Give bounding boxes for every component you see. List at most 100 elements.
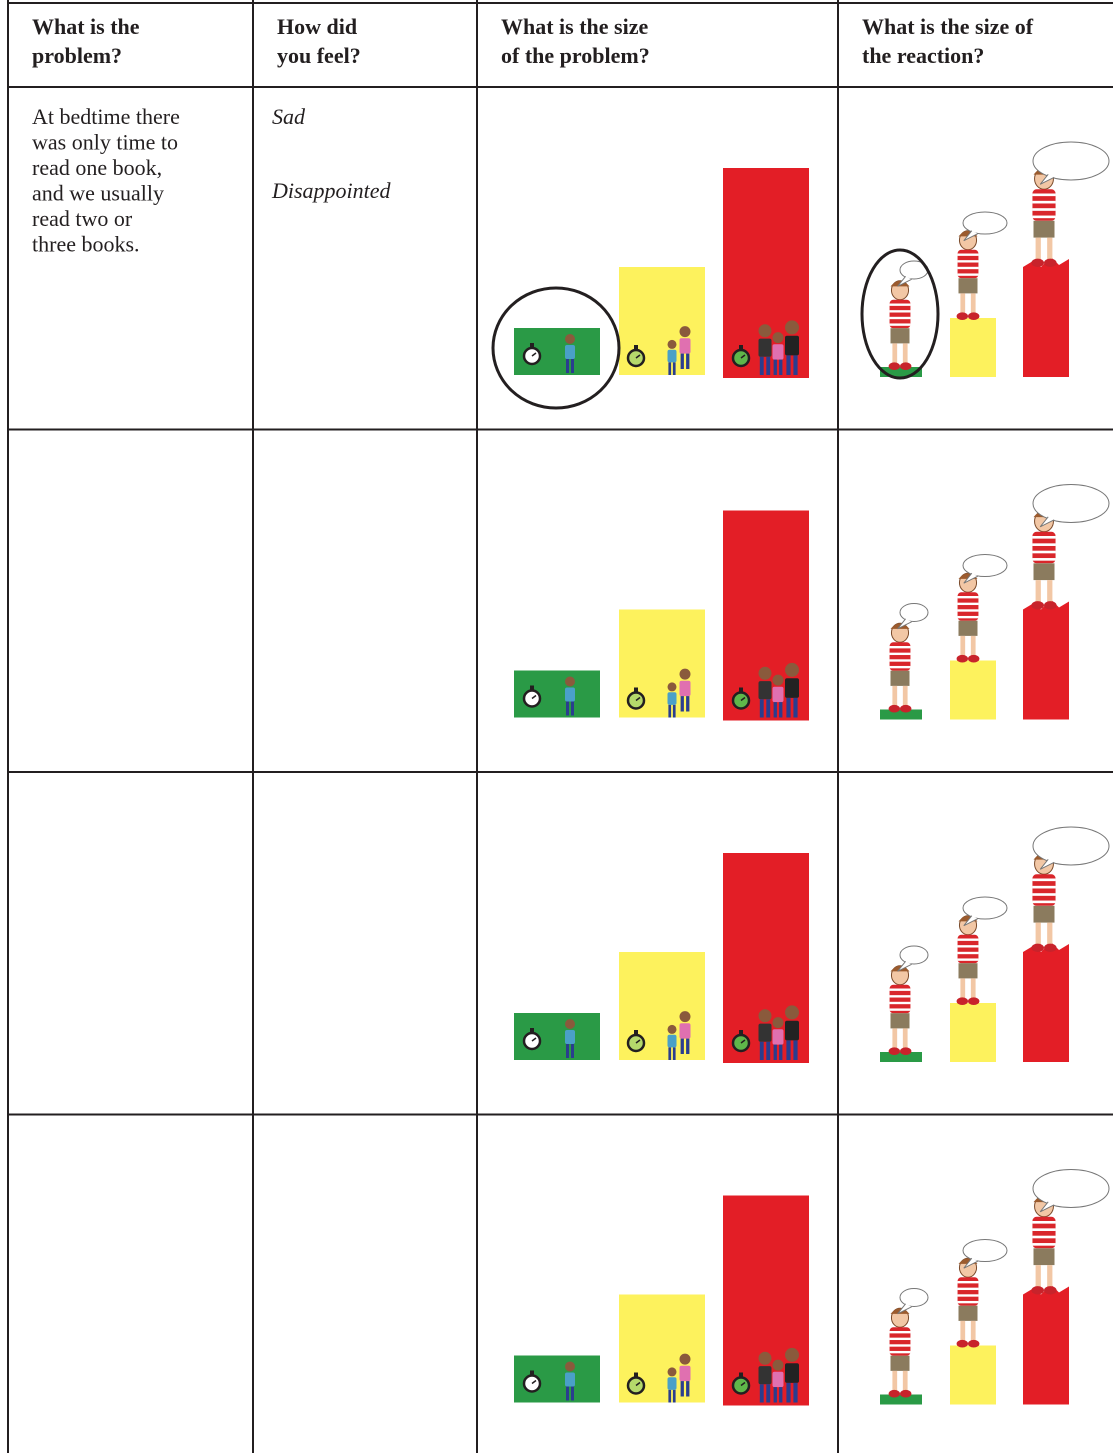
- figure: [786, 1383, 790, 1403]
- figure: [793, 1040, 797, 1060]
- figure: [668, 362, 671, 375]
- medium-reaction: [950, 661, 996, 720]
- figure: [779, 1387, 782, 1402]
- speech-bubble: [963, 212, 1007, 234]
- boy: [1032, 551, 1055, 554]
- figure: [779, 702, 782, 717]
- boy: [958, 609, 979, 611]
- boy: [890, 1331, 911, 1333]
- boy: [900, 705, 911, 713]
- stopwatch: [530, 1028, 534, 1032]
- figure: [571, 702, 574, 716]
- figure: [785, 1005, 799, 1019]
- big-reaction: [1023, 600, 1069, 720]
- stopwatch: [530, 1371, 534, 1375]
- stopwatch: [739, 1373, 743, 1377]
- figure: [668, 350, 677, 363]
- speech-bubble: [963, 897, 1007, 919]
- boy: [903, 343, 908, 364]
- figure: [774, 702, 777, 717]
- boy: [892, 1371, 897, 1392]
- boy: [958, 1294, 979, 1296]
- figure: [766, 357, 770, 375]
- figure: [785, 336, 799, 356]
- speech-bubble: [900, 604, 928, 622]
- boy: [1032, 558, 1055, 561]
- figure: [779, 1045, 782, 1060]
- figure: [673, 1390, 676, 1403]
- boy: [892, 686, 897, 707]
- column-header: the reaction?: [862, 43, 984, 68]
- boy: [1032, 536, 1055, 539]
- small-reaction: [880, 710, 922, 720]
- figure: [786, 355, 790, 375]
- boy: [892, 1028, 897, 1049]
- figure: [566, 1044, 569, 1058]
- figure: [566, 1387, 569, 1401]
- figure: [673, 362, 676, 375]
- boy: [1032, 1228, 1055, 1231]
- figure: [668, 1035, 677, 1048]
- figure: [785, 678, 799, 698]
- size-illustration: [493, 142, 1109, 408]
- figure: [766, 699, 770, 717]
- figure: [680, 1366, 691, 1381]
- big-reaction: [1023, 942, 1069, 1062]
- boy: [958, 616, 979, 618]
- boy: [958, 1301, 979, 1303]
- feeling-text: Sad: [272, 104, 306, 129]
- column-header: What is the: [32, 14, 140, 39]
- figure: [686, 1381, 689, 1396]
- column-header: of the problem?: [501, 43, 650, 68]
- figure: [786, 698, 790, 718]
- problem-text: read two or: [32, 206, 133, 231]
- boy: [957, 997, 968, 1005]
- figure: [668, 682, 677, 691]
- boy: [891, 328, 910, 343]
- figure: [565, 1019, 575, 1029]
- stopwatch: [634, 1373, 638, 1377]
- column-header: problem?: [32, 43, 122, 68]
- boy: [960, 636, 965, 657]
- boy: [971, 636, 976, 657]
- boy: [958, 603, 979, 605]
- boy: [1036, 238, 1041, 261]
- boy: [958, 952, 979, 954]
- medium-reaction: [950, 1346, 996, 1405]
- boy: [1032, 901, 1055, 904]
- boy: [959, 1306, 978, 1321]
- boy: [890, 304, 911, 306]
- figure: [680, 1023, 691, 1038]
- boy: [1032, 879, 1055, 882]
- figure: [773, 675, 784, 686]
- size-illustration: [514, 827, 1109, 1063]
- boy: [890, 989, 911, 991]
- figure: [680, 669, 691, 680]
- boy: [890, 323, 911, 325]
- figure: [681, 354, 684, 369]
- figure: [779, 360, 782, 375]
- figure: [680, 1354, 691, 1365]
- boy: [958, 596, 979, 598]
- boy: [903, 686, 908, 707]
- figure: [774, 1387, 777, 1402]
- column-header: you feel?: [277, 43, 361, 68]
- boy: [900, 1047, 911, 1055]
- figure: [785, 1021, 799, 1041]
- boy: [900, 1390, 911, 1398]
- figure: [760, 357, 764, 375]
- boy: [1044, 944, 1057, 952]
- figure: [766, 1042, 770, 1060]
- figure: [565, 677, 575, 687]
- boy: [1044, 601, 1057, 609]
- figure: [681, 1381, 684, 1396]
- small-reaction: [880, 1052, 922, 1062]
- figure: [681, 696, 684, 711]
- boy: [1032, 543, 1055, 546]
- speech-bubble: [1033, 142, 1109, 180]
- figure: [680, 338, 691, 353]
- figure: [565, 1373, 575, 1387]
- boy: [890, 995, 911, 997]
- problem-text: read one book,: [32, 155, 162, 180]
- figure: [565, 1030, 575, 1044]
